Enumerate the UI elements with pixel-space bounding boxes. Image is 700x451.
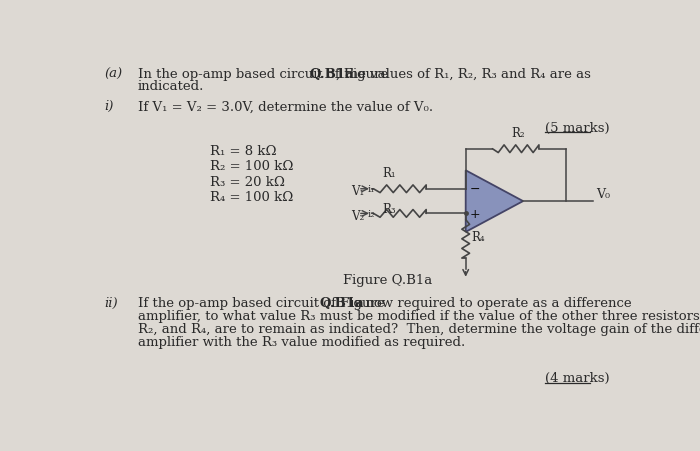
Text: R₃ = 20 kΩ: R₃ = 20 kΩ	[210, 175, 285, 189]
Text: +: +	[470, 207, 480, 221]
Text: −: −	[470, 183, 480, 196]
Text: (a): (a)	[104, 68, 122, 81]
Text: Figure Q.B1a: Figure Q.B1a	[343, 273, 433, 286]
Text: R₄: R₄	[471, 231, 484, 244]
Text: i₂: i₂	[368, 209, 374, 218]
Text: V₁: V₁	[351, 185, 364, 198]
Text: (4 marks): (4 marks)	[545, 372, 610, 384]
Text: R₃: R₃	[383, 202, 396, 216]
Text: i): i)	[104, 100, 114, 113]
Text: amplifier, to what value R₃ must be modified if the value of the other three res: amplifier, to what value R₃ must be modi…	[138, 309, 700, 322]
Polygon shape	[466, 171, 523, 232]
Text: i₁: i₁	[368, 184, 374, 193]
Text: (5 marks): (5 marks)	[545, 122, 610, 135]
Text: In the op-amp based circuit of Figure: In the op-amp based circuit of Figure	[138, 68, 393, 81]
Text: Q.B1a: Q.B1a	[309, 68, 354, 81]
Text: ii): ii)	[104, 296, 118, 309]
Text: Q.B1a: Q.B1a	[319, 296, 364, 309]
Text: If V₁ = V₂ = 3.0V, determine the value of V₀.: If V₁ = V₂ = 3.0V, determine the value o…	[138, 100, 433, 113]
Text: R₁: R₁	[383, 167, 396, 180]
Text: R₄ = 100 kΩ: R₄ = 100 kΩ	[210, 191, 293, 204]
Text: R₂ = 100 kΩ: R₂ = 100 kΩ	[210, 160, 293, 173]
Text: R₂: R₂	[511, 127, 525, 140]
Text: If the op-amp based circuit of Figure: If the op-amp based circuit of Figure	[138, 296, 388, 309]
Text: R₂, and R₄, are to remain as indicated?  Then, determine the voltage gain of the: R₂, and R₄, are to remain as indicated? …	[138, 322, 700, 335]
Text: R₁ = 8 kΩ: R₁ = 8 kΩ	[210, 145, 276, 158]
Text: amplifier with the R₃ value modified as required.: amplifier with the R₃ value modified as …	[138, 335, 465, 348]
Text: is now required to operate as a difference: is now required to operate as a differen…	[346, 296, 632, 309]
Text: , the values of R₁, R₂, R₃ and R₄ are as: , the values of R₁, R₂, R₃ and R₄ are as	[335, 68, 590, 81]
Text: V₂: V₂	[351, 209, 364, 222]
Text: indicated.: indicated.	[138, 80, 204, 93]
Text: V₀: V₀	[596, 188, 610, 201]
